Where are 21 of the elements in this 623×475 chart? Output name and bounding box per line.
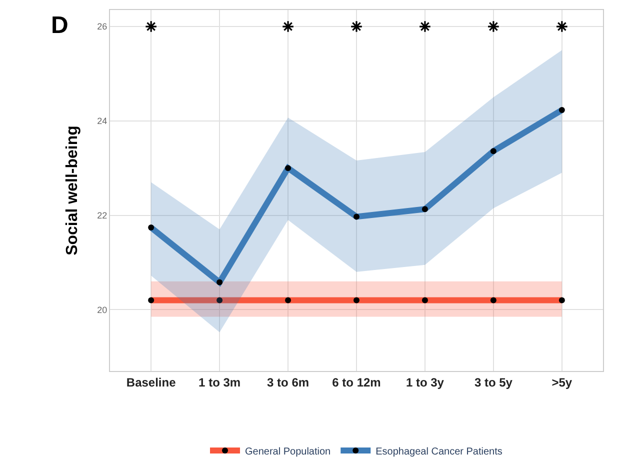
text: D	[51, 12, 68, 39]
x-tick-label: 3 to 6m	[267, 375, 310, 390]
y-axis-title: Social well-being	[64, 126, 82, 256]
x-tick-label: 1 to 3m	[198, 375, 241, 390]
point	[556, 20, 568, 33]
point	[487, 20, 500, 33]
x-tick-label: 3 to 5y	[474, 375, 513, 390]
x-tick-label: Baseline	[126, 375, 176, 390]
y-tick-label: 22	[97, 210, 108, 220]
y-tick-label: 20	[97, 304, 108, 315]
point	[350, 20, 363, 33]
point	[282, 20, 294, 33]
legend-label: Esophageal Cancer Patients	[376, 446, 502, 458]
x-tick-label: 6 to 12m	[332, 375, 381, 390]
y-tick-label: 26	[97, 22, 108, 32]
x-tick-label: >5y	[552, 375, 572, 390]
legend-label: General Population	[245, 446, 331, 458]
y-tick-label: 24	[97, 116, 108, 126]
point	[144, 20, 158, 33]
point	[418, 20, 432, 33]
x-tick-label: 1 to 3y	[406, 375, 444, 390]
